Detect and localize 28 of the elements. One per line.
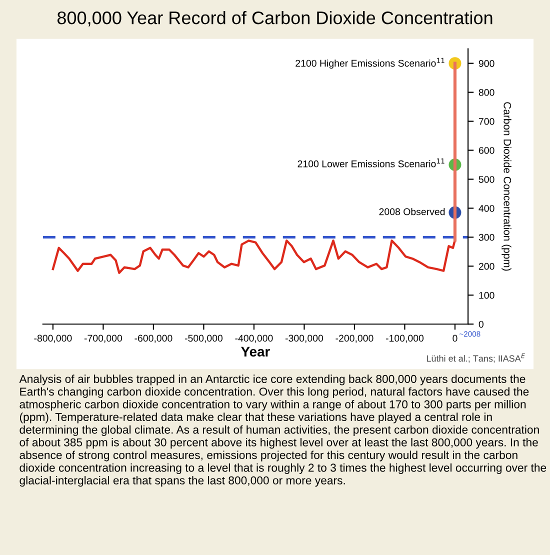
x-axis-title: Year — [241, 346, 270, 357]
y-tick-label: 100 — [479, 292, 494, 299]
y-tick-label: 500 — [478, 176, 494, 183]
line-series — [52, 238, 456, 274]
y-tick-label: 600 — [478, 146, 494, 154]
series-label: 2100 Lower Emissions Scenario$^{11}$ — [298, 158, 444, 168]
x-tick-label: -400,000 — [235, 334, 273, 343]
y-tick-label: 400 — [478, 204, 494, 212]
y-tick-label: 200 — [478, 262, 494, 270]
text: Lüthi et al.; Tans; IIASA$^{E}$ — [426, 354, 525, 363]
x-tick-label: -800,000 — [34, 334, 72, 343]
x-tick-label: -100,000 — [386, 334, 424, 343]
text: Analysis of air bubbles trapped in an Antarctic ice core extending back 800,000 years documents the Earth's changing carbon dioxide concentration. Over this long period, natural factors have caused the atmospheric carbon dioxide concentration to vary within a range of about 170 to 300 parts per million (ppm). Temperature-related data make clear that these variations have played a central role in determining the global climate. As a result of human activities, the present carbon dioxide concentration of about 385 ppm is about 30 percent above its highest level over at least the last 800,000 years. In the absence of strong control measures, emissions projected for this century would result in the carbon dioxide concentration increasing to a level that is roughly 2 to 3 times the highest level occurring over the glacial-interglacial era that spans the last 800,000 or more years. — [19, 374, 546, 487]
series-label: 2008 Observed — [379, 208, 445, 216]
x-tick-label: -700,000 — [84, 334, 122, 343]
y-tick-label: 700 — [478, 118, 494, 125]
x-tick-label: -200,000 — [336, 334, 374, 343]
chart-title: 800,000 Year Record of Carbon Dioxide Concentration — [57, 11, 492, 26]
y-axis-title: Carbon Dioxide Concentration (ppm) — [502, 102, 512, 271]
y-tick-label: 800 — [478, 89, 494, 96]
x-tick-label: 0 — [452, 334, 458, 342]
x-tick-label: -500,000 — [184, 334, 223, 343]
y-tick-label: 900 — [478, 60, 494, 67]
x-tick-label: -600,000 — [134, 334, 172, 343]
y-tick-label: 300 — [478, 234, 494, 241]
y-tick-label: 0 — [478, 320, 484, 328]
series-label: 2100 Higher Emissions Scenario$^{11}$ — [296, 58, 444, 69]
x-tick-label: -300,000 — [285, 334, 324, 343]
